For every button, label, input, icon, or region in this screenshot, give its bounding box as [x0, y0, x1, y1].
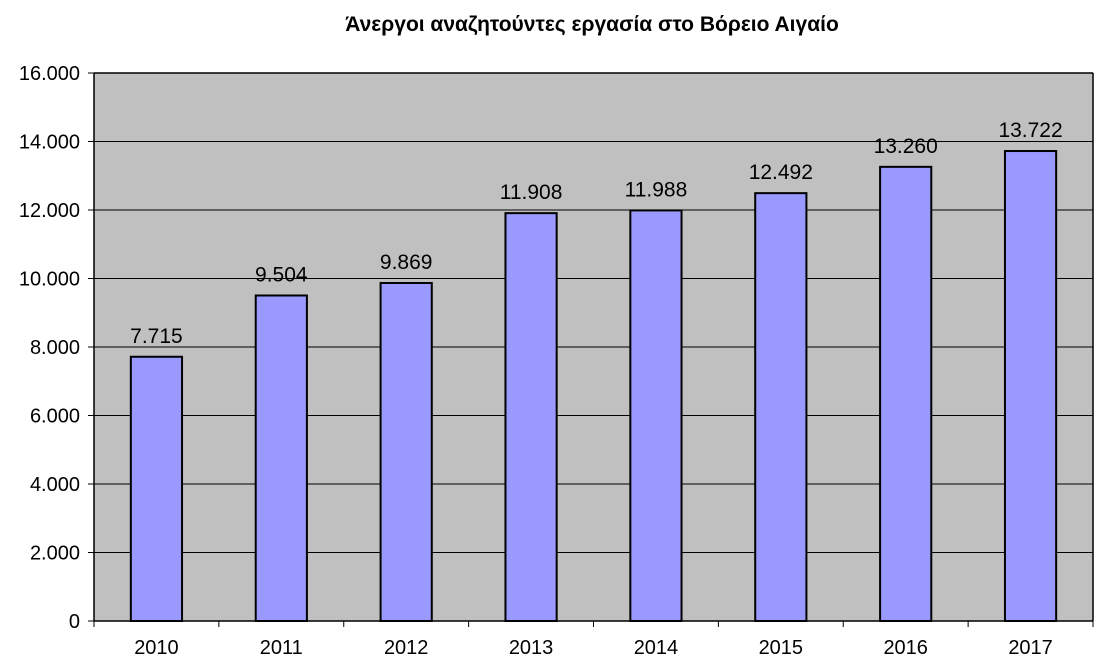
- chart-title: Άνεργοι αναζητούντες εργασία στο Βόρειο …: [345, 13, 839, 36]
- y-tick-label: 8.000: [30, 337, 80, 359]
- y-tick-label: 0: [69, 611, 80, 633]
- data-label-2017: 13.722: [998, 119, 1062, 142]
- y-tick-label: 16.000: [19, 63, 80, 85]
- data-label-2011: 9.504: [255, 263, 308, 286]
- x-tick-label-2017: 2017: [1008, 637, 1053, 659]
- data-label-2014: 11.988: [625, 178, 688, 201]
- bar-2016: [879, 165, 933, 622]
- plot-area: 0 2.000 4.000 6.000 8.000 10.000 12.000 14.000 1…: [19, 63, 1094, 659]
- data-label-2013: 11.908: [500, 181, 563, 204]
- y-tick-label: 6.000: [30, 406, 80, 428]
- y-tick-label: 14.000: [19, 132, 80, 154]
- x-tick-label-2011: 2011: [260, 637, 303, 659]
- bar-2012: [379, 281, 433, 622]
- y-tick-label: 12.000: [19, 200, 80, 222]
- data-label-2012: 9.869: [380, 251, 433, 274]
- x-tick-label-2016: 2016: [883, 637, 928, 659]
- x-tick-label-2013: 2013: [509, 637, 554, 659]
- data-label-2015: 12.492: [749, 161, 813, 184]
- y-tick-label: 4.000: [30, 474, 80, 496]
- bar-2010: [129, 355, 184, 622]
- bar-2013: [504, 212, 558, 622]
- bar-2011: [254, 294, 308, 622]
- x-tick-label-2015: 2015: [759, 637, 804, 659]
- bar-2017: [1003, 150, 1058, 622]
- y-tick-label: 10.000: [19, 269, 80, 291]
- data-label-2010: 7.715: [130, 325, 183, 348]
- x-tick-label-2010: 2010: [134, 637, 179, 659]
- bar-2015: [754, 192, 808, 623]
- y-tick-label: 2.000: [30, 543, 80, 565]
- x-tick-label-2012: 2012: [384, 637, 429, 659]
- bar-2014: [629, 209, 683, 622]
- data-label-2016: 13.260: [874, 135, 938, 158]
- x-tick-label-2014: 2014: [634, 637, 679, 659]
